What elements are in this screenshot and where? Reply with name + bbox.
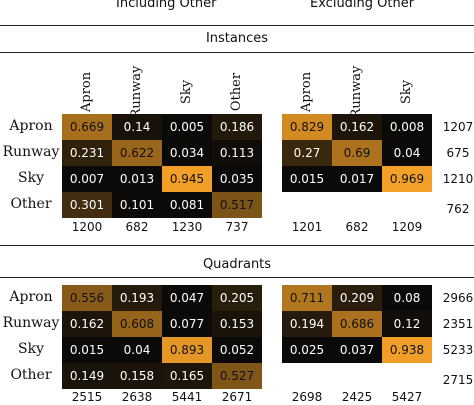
row-label-1-0: Apron [9, 289, 53, 305]
row-total-1-2: 5233 [442, 343, 474, 357]
cell-right-1-0-0: 0.711 [282, 285, 332, 311]
row-total-0-2: 1210 [442, 172, 474, 186]
cell-left-0-3-2: 0.081 [162, 192, 212, 218]
cell-left-1-0-3: 0.205 [212, 285, 262, 311]
section-title-1: Quadrants [202, 257, 272, 272]
top-rule [0, 25, 474, 26]
col-total-right-0-2: 1209 [391, 220, 423, 234]
col-total-left-1-1: 2638 [121, 390, 153, 404]
cell-left-0-2-0: 0.007 [62, 166, 112, 192]
cell-left-1-0-0: 0.556 [62, 285, 112, 311]
cell-left-1-2-1: 0.04 [112, 337, 162, 363]
row-label-0-0: Apron [9, 118, 53, 134]
col-total-right-0-1: 682 [345, 220, 369, 234]
cell-left-0-3-1: 0.101 [112, 192, 162, 218]
cell-left-0-1-0: 0.231 [62, 140, 112, 166]
cell-right-0-2-1: 0.017 [332, 166, 382, 192]
cell-right-0-2-0: 0.015 [282, 166, 332, 192]
col-total-right-1-0: 2698 [291, 390, 323, 404]
cell-left-1-3-1: 0.158 [112, 363, 162, 389]
row-label-0-1: Runway [2, 144, 60, 160]
cell-left-0-3-3: 0.517 [212, 192, 262, 218]
cell-right-1-1-1: 0.686 [332, 311, 382, 337]
cell-right-0-2-2: 0.969 [382, 166, 432, 192]
cell-left-1-3-2: 0.165 [162, 363, 212, 389]
cell-left-1-3-0: 0.149 [62, 363, 112, 389]
cell-left-1-1-1: 0.608 [112, 311, 162, 337]
col-total-left-0-1: 682 [125, 220, 149, 234]
cell-left-1-2-2: 0.893 [162, 337, 212, 363]
cell-left-0-0-1: 0.14 [112, 114, 162, 140]
section-title-0: Instances [205, 31, 269, 46]
cell-right-0-1-2: 0.04 [382, 140, 432, 166]
instances-rule [0, 52, 474, 53]
cell-left-1-1-0: 0.162 [62, 311, 112, 337]
row-label-1-3: Other [10, 367, 52, 383]
cell-right-0-0-2: 0.008 [382, 114, 432, 140]
col-total-left-0-0: 1200 [71, 220, 103, 234]
cell-right-1-0-2: 0.08 [382, 285, 432, 311]
cell-left-0-2-2: 0.945 [162, 166, 212, 192]
col-total-right-1-2: 5427 [391, 390, 423, 404]
col-total-left-1-3: 2671 [221, 390, 253, 404]
cell-left-0-0-2: 0.005 [162, 114, 212, 140]
cell-right-1-2-1: 0.037 [332, 337, 382, 363]
cell-right-1-2-0: 0.025 [282, 337, 332, 363]
cell-right-1-1-0: 0.194 [282, 311, 332, 337]
cell-left-0-1-1: 0.622 [112, 140, 162, 166]
row-label-0-2: Sky [18, 170, 44, 186]
quadrants-rule [0, 277, 474, 278]
cell-left-0-1-3: 0.113 [212, 140, 262, 166]
cell-left-1-0-1: 0.193 [112, 285, 162, 311]
row-total-1-3: 2715 [442, 373, 474, 387]
col-total-left-0-3: 737 [225, 220, 249, 234]
cell-right-0-1-1: 0.69 [332, 140, 382, 166]
header-including-other: Including Other [116, 0, 217, 11]
cell-left-0-3-0: 0.301 [62, 192, 112, 218]
row-total-1-1: 2351 [442, 317, 474, 331]
row-label-1-1: Runway [2, 315, 60, 331]
col-total-left-0-2: 1230 [171, 220, 203, 234]
cell-left-0-0-0: 0.669 [62, 114, 112, 140]
col-total-right-1-1: 2425 [341, 390, 373, 404]
cell-left-0-0-3: 0.186 [212, 114, 262, 140]
cell-left-1-1-3: 0.153 [212, 311, 262, 337]
header-excluding-other: Excluding Other [310, 0, 415, 11]
col-total-left-1-2: 5441 [171, 390, 203, 404]
middle-rule [0, 245, 474, 246]
cell-left-1-3-3: 0.527 [212, 363, 262, 389]
cell-right-0-0-1: 0.162 [332, 114, 382, 140]
col-total-right-0-0: 1201 [291, 220, 323, 234]
cell-right-0-1-0: 0.27 [282, 140, 332, 166]
cell-left-1-1-2: 0.077 [162, 311, 212, 337]
col-total-left-1-0: 2515 [71, 390, 103, 404]
row-total-1-0: 2966 [442, 291, 474, 305]
cell-right-0-0-0: 0.829 [282, 114, 332, 140]
cell-right-1-1-2: 0.12 [382, 311, 432, 337]
row-label-1-2: Sky [18, 341, 44, 357]
cell-left-0-2-3: 0.035 [212, 166, 262, 192]
row-label-0-3: Other [10, 196, 52, 212]
cell-left-1-0-2: 0.047 [162, 285, 212, 311]
cell-right-1-2-2: 0.938 [382, 337, 432, 363]
cell-right-1-0-1: 0.209 [332, 285, 382, 311]
cell-left-0-2-1: 0.013 [112, 166, 162, 192]
cell-left-0-1-2: 0.034 [162, 140, 212, 166]
row-total-0-0: 1207 [442, 120, 474, 134]
row-total-0-3: 762 [446, 202, 470, 216]
cell-left-1-2-0: 0.015 [62, 337, 112, 363]
row-total-0-1: 675 [446, 146, 470, 160]
cell-left-1-2-3: 0.052 [212, 337, 262, 363]
